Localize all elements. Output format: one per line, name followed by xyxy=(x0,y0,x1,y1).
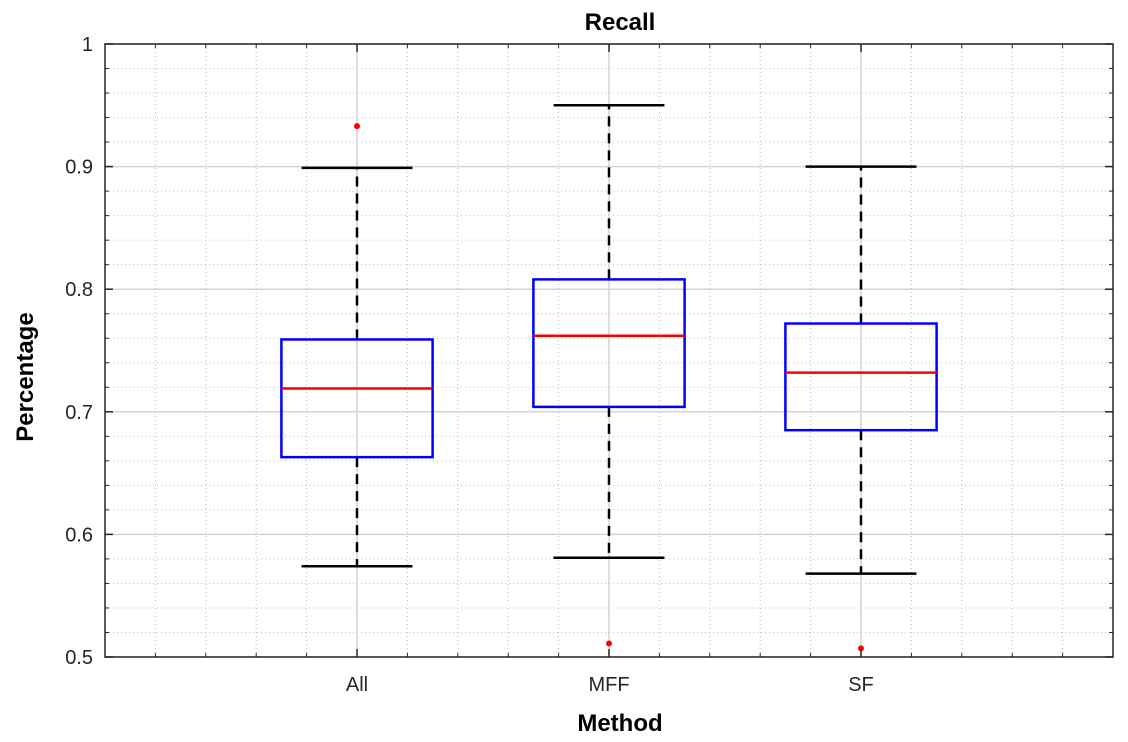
y-tick-label: 0.8 xyxy=(65,279,93,301)
x-tick-label: SF xyxy=(848,674,874,696)
outlier-sf xyxy=(858,645,864,652)
y-tick-label: 0.7 xyxy=(65,402,93,424)
axes: 0.5 0.6 0.7 0.8 0.9 1 All MFF SF xyxy=(65,34,1114,696)
y-axis-title: Percentage xyxy=(12,312,39,441)
x-axis-title: Method xyxy=(577,710,662,737)
outlier-all xyxy=(354,123,360,130)
box-sf xyxy=(784,322,938,432)
chart-title: Recall xyxy=(585,9,656,36)
y-tick-label: 1 xyxy=(82,34,93,56)
box-mff xyxy=(532,278,686,409)
y-tick-label: 0.9 xyxy=(65,157,93,179)
y-tick-label: 0.6 xyxy=(65,524,93,546)
x-tick-label: MFF xyxy=(588,674,629,696)
boxes xyxy=(280,104,938,652)
y-tick-label: 0.5 xyxy=(65,647,93,669)
box-all xyxy=(280,338,434,459)
x-tick-label: All xyxy=(346,674,368,696)
outlier-mff xyxy=(606,640,612,647)
